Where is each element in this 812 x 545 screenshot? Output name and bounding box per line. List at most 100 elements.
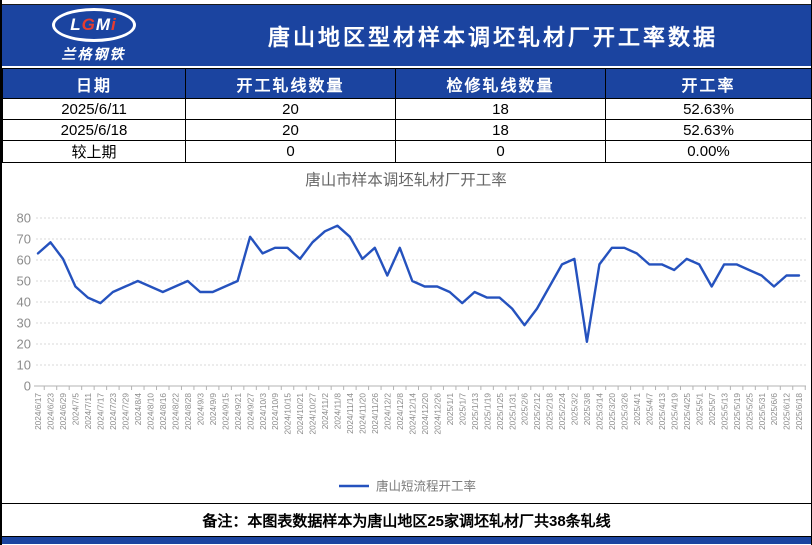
line-chart: 唐山市样本调坯轧材厂开工率 0 10 20 30 40 50 60 70 80 2024/6/17 2… [2, 163, 811, 503]
legend-label: 唐山短流程开工率 [376, 479, 476, 494]
y-axis-label: 40 [17, 295, 31, 310]
x-axis-label: 2024/12/2 [383, 393, 393, 430]
x-axis-label: 2025/4/25 [682, 393, 692, 430]
cell-open-lines: 0 [185, 140, 396, 163]
x-axis-label: 2024/11/20 [358, 393, 368, 434]
col-header-date: 日期 [2, 68, 186, 99]
x-axis-label: 2024/10/9 [270, 393, 280, 430]
x-axis-label: 2025/5/7 [707, 393, 717, 426]
x-axis-label: 2024/12/26 [432, 393, 442, 435]
bottom-border-strip [2, 536, 811, 544]
cell-operating-rate: 52.63% [605, 119, 811, 141]
x-axis-label: 2025/5/19 [732, 393, 742, 430]
x-axis-label: 2025/4/13 [657, 393, 667, 430]
x-axis-label: 2025/2/24 [557, 393, 567, 430]
x-axis-label: 2024/10/21 [295, 393, 305, 435]
cell-operating-rate: 0.00% [605, 140, 811, 163]
x-axis-label: 2025/5/31 [757, 393, 767, 430]
y-axis-label: 0 [24, 379, 31, 394]
x-axis-label: 2025/1/7 [457, 393, 467, 426]
x-axis-label: 2025/6/6 [769, 393, 779, 426]
x-axis-label: 2024/7/11 [83, 393, 93, 430]
x-axis-label: 2024/9/9 [208, 393, 218, 426]
x-axis-label: 2024/8/22 [170, 393, 180, 430]
x-axis-label: 2025/3/26 [620, 393, 630, 430]
x-axis-label: 2025/6/18 [794, 393, 804, 430]
x-axis-label: 2024/10/3 [258, 393, 268, 430]
top-border-strip [2, 0, 811, 5]
x-axis-label: 2024/8/16 [158, 393, 168, 430]
chart-title: 唐山市样本调坯轧材厂开工率 [305, 171, 507, 189]
rate-summary-table: 日期 开工轧线数量 检修轧线数量 开工率 2025/6/11 20 18 52.… [2, 68, 811, 163]
x-axis-label: 2024/8/28 [183, 393, 193, 430]
footnote-text: 备注：本图表数据样本为唐山地区25家调坯轧材厂共38条轧线 [202, 512, 611, 530]
x-axis-label: 2024/9/3 [195, 393, 205, 426]
row-gap [2, 66, 811, 68]
x-axis-label: 2025/5/13 [719, 393, 729, 430]
cell-open-lines: 20 [185, 119, 396, 141]
x-axis-label: 2024/11/8 [333, 393, 343, 430]
cell-date: 2025/6/11 [2, 98, 186, 120]
x-axis-label: 2024/12/20 [420, 393, 430, 435]
x-axis-label: 2024/6/23 [46, 393, 56, 430]
x-axis-label: 2024/6/29 [58, 393, 68, 430]
x-axis-label: 2025/1/1 [445, 393, 455, 426]
cell-maintenance-lines: 0 [395, 140, 606, 163]
x-axis-label: 2025/3/8 [582, 393, 592, 426]
footnote-row: 备注：本图表数据样本为唐山地区25家调坯轧材厂共38条轧线 [2, 503, 811, 536]
y-axis-label: 60 [17, 253, 31, 268]
x-axis-label: 2025/1/25 [495, 393, 505, 430]
x-axis-label: 2024/6/17 [33, 393, 43, 430]
x-axis-label: 2024/9/27 [245, 393, 255, 430]
x-axis-label: 2024/7/23 [108, 393, 118, 430]
x-axis-label: 2024/10/15 [283, 393, 293, 435]
x-axis-label: 2025/1/19 [482, 393, 492, 430]
y-axis-label: 10 [17, 358, 31, 373]
x-axis-label: 2025/2/18 [545, 393, 555, 430]
company-name: 兰格钢铁 [61, 45, 126, 62]
x-axis-label: 2025/3/14 [595, 393, 605, 430]
y-axis-label: 80 [17, 211, 31, 226]
cell-open-lines: 20 [185, 98, 396, 120]
x-axis-label: 2025/4/1 [632, 393, 642, 426]
x-axis-label: 2024/10/27 [308, 393, 318, 435]
x-axis-label: 2025/2/12 [532, 393, 542, 430]
y-axis-label: 70 [17, 232, 31, 247]
cell-date: 2025/6/18 [2, 119, 186, 141]
cell-maintenance-lines: 18 [395, 119, 606, 141]
table-header-row: 日期 开工轧线数量 检修轧线数量 开工率 [2, 68, 811, 99]
x-axis-label: 2025/5/25 [744, 393, 754, 430]
cell-operating-rate: 52.63% [605, 98, 811, 120]
x-axis-label: 2024/7/29 [121, 393, 131, 430]
table-row: 较上期 0 0 0.00% [2, 140, 811, 163]
x-axis-label: 2024/7/5 [71, 393, 81, 426]
x-axis-label: 2024/8/10 [145, 393, 155, 430]
x-axis-label: 2024/12/8 [395, 393, 405, 430]
x-axis-label: 2025/6/12 [782, 393, 792, 430]
table-row: 2025/6/11 20 18 52.63% [2, 98, 811, 120]
x-axis-label: 2025/1/13 [470, 393, 480, 430]
title-cell: 唐山地区型材样本调坯轧材厂开工率数据 [185, 20, 811, 52]
x-axis-label: 2024/11/26 [370, 393, 380, 434]
x-axis-label: 2024/11/2 [320, 393, 330, 430]
page-title: 唐山地区型材样本调坯轧材厂开工率数据 [267, 24, 718, 50]
x-axis-label: 2025/3/2 [570, 393, 580, 426]
col-header-open-lines: 开工轧线数量 [185, 68, 396, 99]
x-axis-label: 2024/11/14 [345, 393, 355, 434]
table-row: 2025/6/18 20 18 52.63% [2, 119, 811, 141]
x-axis-label: 2024/9/21 [233, 393, 243, 430]
x-axis-label: 2025/2/6 [520, 393, 530, 426]
x-axis-label: 2024/9/15 [220, 393, 230, 430]
series-line [36, 224, 801, 344]
cell-maintenance-lines: 18 [395, 98, 606, 120]
x-axis-label: 2024/12/14 [407, 393, 417, 435]
col-header-maintenance-lines: 检修轧线数量 [395, 68, 606, 99]
y-axis-label: 50 [17, 274, 31, 289]
x-axis-label: 2025/4/7 [644, 393, 654, 426]
x-axis-label: 2025/3/20 [607, 393, 617, 430]
